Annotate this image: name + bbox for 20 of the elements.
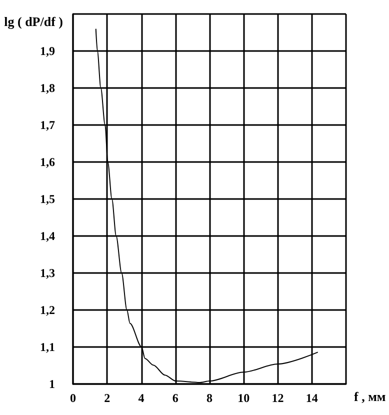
x-tick-label: 6: [172, 391, 178, 405]
x-tick-label: 14: [306, 391, 318, 405]
y-tick-label: 1,3: [40, 266, 55, 280]
x-tick-label: 4: [138, 391, 144, 405]
y-tick-label: 1,6: [40, 155, 55, 169]
y-tick-label: 1,8: [40, 81, 55, 95]
y-tick-label: 1,5: [40, 192, 55, 206]
x-axis-title: f , мм: [354, 389, 386, 404]
y-tick-label: 1,1: [40, 340, 55, 354]
y-tick-label: 1,9: [40, 44, 55, 58]
x-tick-label: 2: [104, 391, 110, 405]
x-tick-label: 0: [70, 391, 76, 405]
x-tick-label: 12: [272, 391, 284, 405]
x-tick-label: 8: [206, 391, 212, 405]
y-tick-label: 1: [49, 377, 55, 391]
y-tick-label: 1,4: [40, 229, 55, 243]
y-tick-label: 1,2: [40, 303, 55, 317]
y-axis-title: lg ( dP/df ): [4, 14, 63, 29]
x-tick-label: 10: [238, 391, 250, 405]
y-tick-label: 1,7: [40, 118, 55, 132]
